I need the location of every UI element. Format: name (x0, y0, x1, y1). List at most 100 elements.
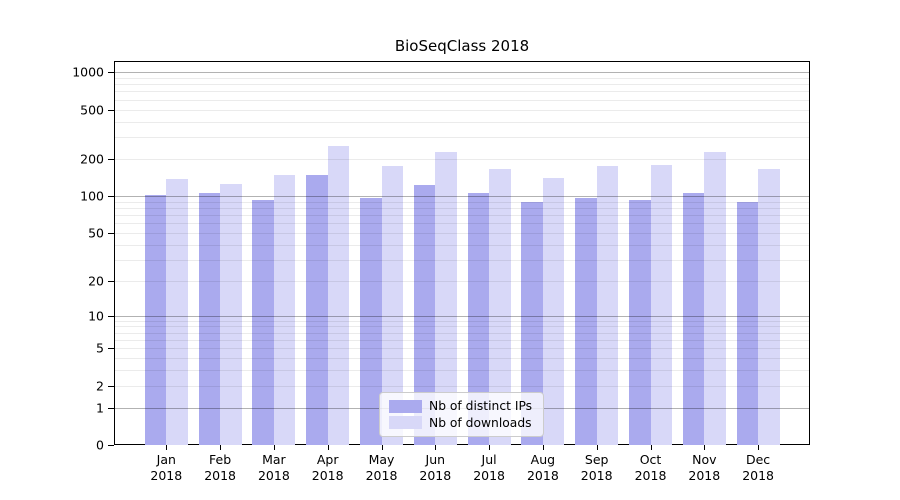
bar-distinct-ips (252, 199, 274, 445)
minor-gridline (114, 232, 810, 234)
y-axis-tick (108, 445, 114, 447)
major-gridline (114, 315, 810, 317)
legend: Nb of distinct IPs Nb of downloads (379, 392, 544, 437)
minor-gridline (114, 137, 810, 138)
minor-gridline (114, 259, 810, 261)
x-tick-label: Nov 2018 (688, 452, 721, 484)
bar-distinct-ips (629, 199, 651, 445)
chart-title: BioSeqClass 2018 (394, 37, 530, 55)
bar-distinct-ips (736, 202, 759, 445)
bar-downloads (650, 165, 672, 445)
minor-gridline (114, 207, 810, 209)
y-axis-tick (108, 280, 114, 282)
bar-distinct-ips (413, 184, 436, 445)
minor-gridline (114, 77, 810, 79)
minor-gridline (114, 121, 810, 123)
bar-downloads (327, 146, 350, 445)
x-tick-label: Jan 2018 (150, 452, 183, 484)
y-axis-tick (108, 158, 114, 160)
bar-distinct-ips (682, 192, 705, 445)
bar-distinct-ips (467, 192, 490, 445)
minor-gridline (114, 201, 810, 203)
bar-distinct-ips (144, 194, 167, 445)
legend-swatch-downloads (389, 416, 422, 430)
x-axis-tick (381, 445, 383, 450)
x-axis-tick (220, 445, 222, 450)
bar-distinct-ips (575, 198, 597, 445)
y-tick-label: 500 (80, 102, 104, 117)
bar-downloads (489, 168, 511, 445)
bar-distinct-ips (306, 175, 328, 445)
x-tick-label: Jun 2018 (419, 452, 452, 484)
y-axis-tick (108, 232, 114, 234)
minor-gridline (114, 348, 810, 350)
x-tick-label: Feb 2018 (204, 452, 236, 484)
minor-gridline (114, 158, 810, 160)
major-gridline (114, 72, 810, 74)
minor-gridline (114, 223, 810, 225)
minor-gridline (114, 91, 810, 93)
minor-gridline (114, 109, 810, 111)
y-tick-label: 20 (88, 273, 104, 289)
minor-gridline (114, 244, 810, 246)
x-tick-label: Aug 2018 (526, 452, 559, 484)
y-axis-tick (108, 385, 114, 387)
x-axis-tick (273, 445, 276, 450)
y-tick-label: 50 (88, 225, 104, 241)
legend-swatch-distinct-ips (389, 399, 422, 413)
minor-gridline (114, 214, 810, 216)
minor-gridline (114, 320, 810, 322)
bar-downloads (542, 177, 565, 445)
x-axis-tick (758, 445, 760, 450)
bar-distinct-ips (198, 192, 221, 445)
x-axis-tick (327, 445, 329, 450)
minor-gridline (114, 385, 810, 387)
major-gridline (114, 195, 810, 197)
y-axis-tick (108, 195, 114, 198)
y-tick-label: 0 (96, 437, 104, 453)
bar-distinct-ips (360, 197, 382, 445)
y-tick-label: 1 (96, 400, 104, 416)
x-axis-tick (596, 445, 598, 450)
y-tick-label: 10 (88, 308, 104, 324)
legend-entry-downloads: Nb of downloads (389, 416, 534, 430)
x-tick-label: Mar 2018 (257, 452, 290, 484)
x-tick-label: May 2018 (365, 452, 398, 484)
legend-label-downloads: Nb of downloads (429, 415, 532, 430)
x-axis-tick (435, 445, 437, 450)
bar-downloads (273, 174, 296, 445)
minor-gridline (114, 332, 810, 334)
y-tick-label: 2 (96, 378, 104, 394)
x-tick-label: Jul 2018 (473, 452, 505, 484)
y-axis-tick (108, 348, 114, 350)
bar-downloads (704, 152, 726, 445)
y-axis-tick (108, 72, 114, 74)
minor-gridline (114, 280, 810, 282)
minor-gridline (114, 84, 810, 86)
y-axis-tick (108, 315, 114, 317)
x-tick-label: Dec 2018 (742, 452, 774, 484)
legend-label-distinct-ips: Nb of distinct IPs (429, 399, 533, 414)
minor-gridline (114, 370, 810, 372)
y-tick-label: 1000 (72, 64, 104, 80)
x-tick-label: Sep 2018 (580, 452, 613, 484)
y-tick-label: 200 (80, 151, 104, 167)
y-axis-tick (108, 109, 114, 111)
bar-distinct-ips (521, 202, 543, 445)
y-tick-label: 5 (96, 340, 104, 356)
y-tick-label: 100 (80, 188, 104, 204)
minor-gridline (114, 339, 810, 341)
bar-downloads (435, 151, 457, 445)
x-tick-label: Apr 2018 (311, 452, 344, 484)
minor-gridline (114, 99, 810, 101)
x-axis-tick (166, 445, 168, 450)
minor-gridline (114, 326, 810, 328)
bar-downloads (166, 179, 188, 445)
bar-downloads (220, 183, 242, 445)
bar-downloads (381, 165, 403, 445)
x-axis-tick (542, 445, 545, 450)
x-axis-tick (704, 445, 706, 450)
y-axis-tick (108, 407, 114, 409)
bar-downloads (596, 165, 619, 445)
